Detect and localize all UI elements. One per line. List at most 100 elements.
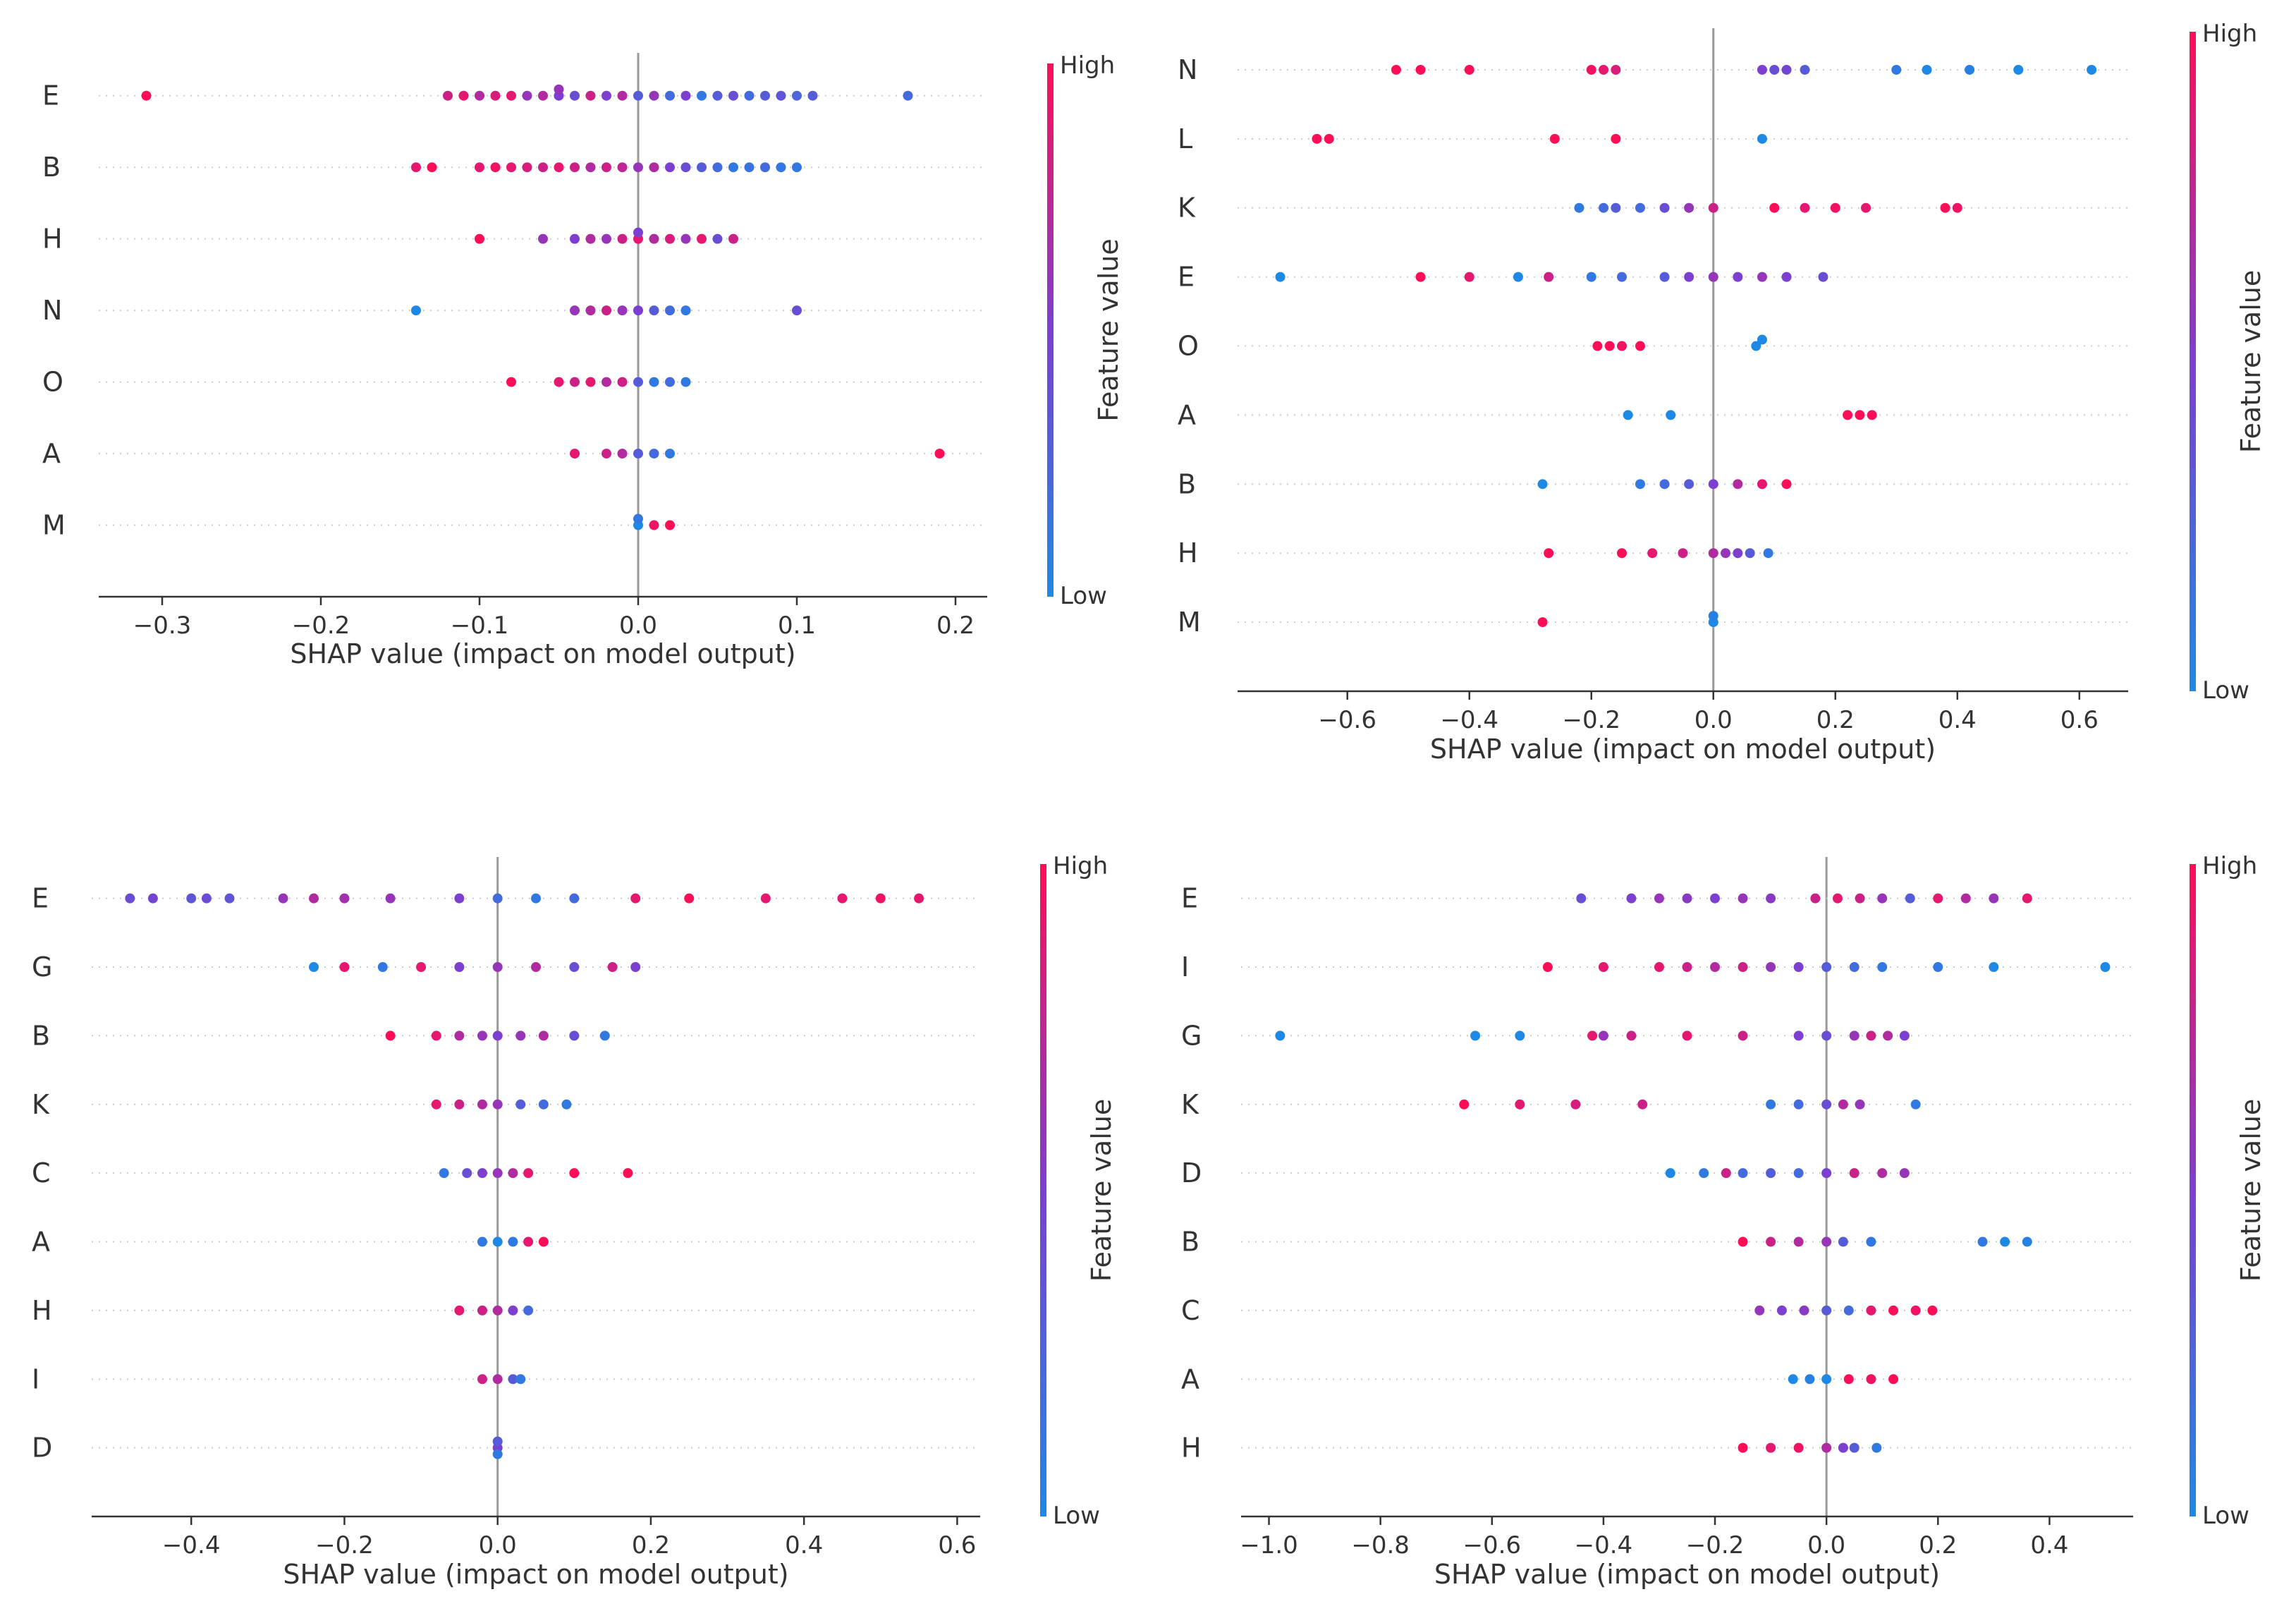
shap-point [1821,1236,1832,1247]
shap-point [569,1168,580,1179]
shap-point [492,1031,503,1041]
shap-point [1684,202,1694,213]
shap-point [602,233,611,244]
shap-point [1611,202,1621,213]
shap-point [1769,64,1780,75]
shap-point [1989,893,1999,904]
x-tick-label: −0.6 [1318,706,1376,734]
shap-point [416,962,427,973]
x-tick-label: −0.2 [292,612,350,640]
shap-point [492,1305,503,1315]
shap-point [776,90,786,101]
feature-label: I [1181,952,1189,983]
feature-label: A [1178,399,1196,430]
shap-point [1464,272,1474,282]
shap-point [1544,272,1554,282]
x-axis-title: SHAP value (impact on model output) [290,638,795,669]
shap-point [1699,1168,1709,1179]
shap-point [1830,202,1840,213]
shap-point [1738,1168,1748,1179]
shap-point [1586,272,1596,282]
shap-point [934,449,945,459]
shap-point [554,377,564,387]
shap-point [1616,272,1627,282]
shap-point [508,1305,518,1315]
feature-label: H [42,224,63,255]
shap-point [1708,202,1718,213]
shap-point [201,893,212,904]
shap-point [1821,1168,1832,1179]
shap-point [515,1099,526,1110]
shap-point [490,162,501,173]
shap-point [523,1305,534,1315]
shap-point [1751,341,1761,351]
shap-point [1599,202,1609,213]
shap-point [538,162,548,173]
shap-point [1710,962,1721,973]
feature-label: B [1181,1227,1199,1258]
shap-point [1766,1236,1776,1247]
shap-point [309,893,319,904]
shap-point [903,90,913,101]
shap-point [617,162,628,173]
shap-point [744,90,755,101]
shap-point [585,162,596,173]
shap-point [1821,1374,1832,1385]
shap-point [1733,272,1743,282]
shap-point [1586,64,1596,75]
shap-point [1855,1099,1865,1110]
shap-point [508,1236,518,1247]
colorbar-high-label: High [2202,852,2257,880]
shap-point [554,162,564,173]
shap-point [1464,64,1474,75]
shap-point [617,377,628,387]
shap-point [680,377,691,387]
x-tick-label: 0.4 [1938,706,1977,734]
shap-point [570,305,580,316]
x-axis-title: SHAP value (impact on model output) [1430,734,1936,765]
colorbar-high-label: High [1060,51,1115,80]
shap-point [377,962,388,973]
x-tick-label: 0.6 [938,1531,976,1560]
shap-point [1766,1099,1776,1110]
shap-point [492,1436,503,1447]
x-tick-label: 0.6 [2060,706,2099,734]
x-tick-label: −0.3 [133,612,192,640]
shap-point [649,90,659,101]
x-tick-label: 0.4 [785,1531,823,1560]
shap-point [1905,893,1915,904]
shap-panel-3: E G B K C A H I D −0.4 −0.2 0.0 0.2 0.4 0.6 SHAP value … [32,852,1117,1590]
shap-point [538,233,548,244]
feature-label: N [1178,54,1197,85]
shap-point [1838,1442,1848,1453]
shap-point [1757,133,1767,144]
x-tick-label: 0.2 [1919,1531,1957,1560]
shap-point [1665,1168,1675,1179]
shap-point [649,233,659,244]
shap-point [1626,893,1637,904]
shap-point [1513,272,1523,282]
shap-point [569,1031,580,1041]
feature-label: M [1178,607,1201,638]
x-tick-label: 0.2 [936,612,975,640]
shap-point [477,1374,487,1385]
shap-point [278,893,288,904]
colorbar-low-label: Low [1060,582,1107,610]
shap-point [585,305,596,316]
shap-point [776,162,786,173]
shap-point [1637,1099,1648,1110]
shap-point [712,162,723,173]
shap-point [1866,1374,1876,1385]
x-tick-label: −0.1 [451,612,509,640]
shap-point [585,90,596,101]
x-tick-label: 0.2 [632,1531,670,1560]
shap-point [1861,202,1871,213]
shap-point [1738,1236,1748,1247]
x-tick-label: 0.0 [479,1531,517,1560]
shap-point [1616,341,1627,351]
shap-point [792,162,802,173]
shap-point [492,1236,503,1247]
shap-point [477,1031,487,1041]
feature-label: G [32,952,52,983]
